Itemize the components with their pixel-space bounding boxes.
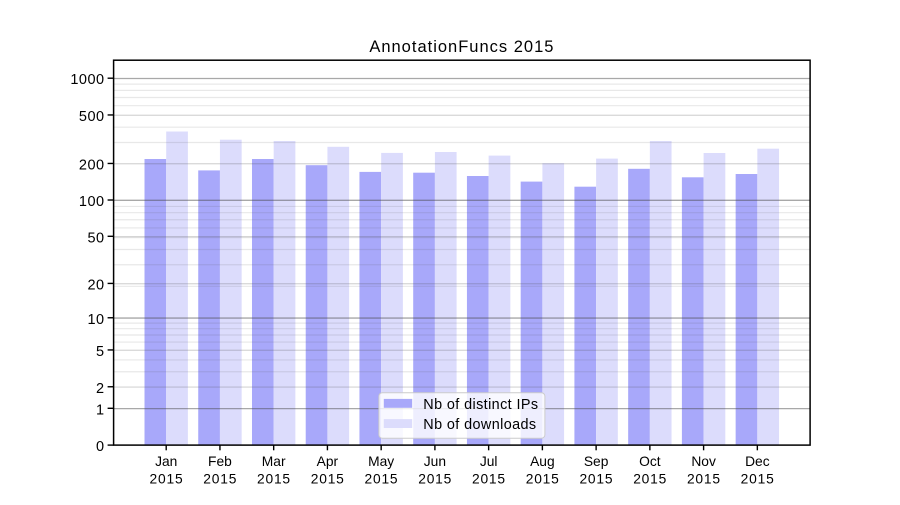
svg-text:2015: 2015 [687, 472, 721, 487]
svg-text:1: 1 [96, 402, 105, 418]
svg-text:50: 50 [87, 230, 104, 246]
svg-text:2015: 2015 [257, 472, 291, 487]
svg-text:Aug: Aug [530, 454, 555, 469]
svg-text:2015: 2015 [150, 472, 184, 487]
svg-text:Nov: Nov [691, 454, 716, 469]
svg-text:Feb: Feb [208, 454, 232, 469]
svg-text:2015: 2015 [526, 472, 560, 487]
svg-text:AnnotationFuncs 2015: AnnotationFuncs 2015 [369, 38, 554, 56]
svg-text:May: May [368, 454, 394, 469]
svg-text:200: 200 [79, 157, 105, 173]
svg-text:100: 100 [79, 194, 105, 210]
svg-text:20: 20 [87, 277, 104, 293]
svg-text:2015: 2015 [633, 472, 667, 487]
svg-text:500: 500 [79, 109, 105, 125]
svg-text:2015: 2015 [311, 472, 345, 487]
svg-text:Apr: Apr [317, 454, 339, 469]
svg-text:2015: 2015 [741, 472, 775, 487]
svg-text:Jan: Jan [155, 454, 177, 469]
svg-text:Jun: Jun [424, 454, 446, 469]
svg-text:2015: 2015 [203, 472, 237, 487]
svg-text:10: 10 [87, 312, 104, 328]
svg-text:5: 5 [96, 344, 105, 360]
svg-text:2015: 2015 [365, 472, 399, 487]
svg-text:Jul: Jul [480, 454, 498, 469]
svg-text:Oct: Oct [639, 454, 661, 469]
svg-text:2015: 2015 [472, 472, 506, 487]
svg-text:Sep: Sep [584, 454, 609, 469]
svg-text:0: 0 [96, 439, 105, 455]
svg-text:1000: 1000 [70, 72, 104, 88]
svg-text:Mar: Mar [262, 454, 286, 469]
svg-text:Dec: Dec [745, 454, 770, 469]
svg-text:Nb of downloads: Nb of downloads [423, 417, 536, 433]
svg-text:2015: 2015 [579, 472, 613, 487]
svg-text:2: 2 [96, 381, 105, 397]
svg-text:Nb of distinct IPs: Nb of distinct IPs [423, 397, 538, 413]
svg-text:2015: 2015 [418, 472, 452, 487]
